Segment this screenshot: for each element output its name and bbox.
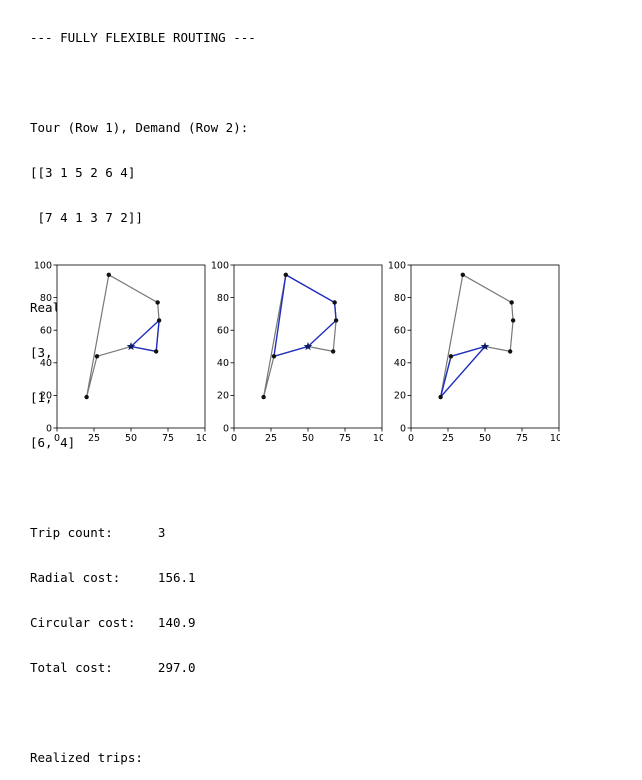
customer-point	[84, 394, 89, 400]
depot-star-icon	[480, 342, 490, 351]
plot-svg: 0 25 50 75 100 0 20 40 60 80 100	[388, 260, 560, 444]
customer-point	[332, 300, 337, 305]
customer-point	[283, 272, 288, 277]
matrix-row-2: [7 4 1 3 7 2]]	[30, 210, 143, 225]
y-tick-label: 40	[40, 358, 52, 369]
total-cost-line: Total cost: 297.0	[30, 660, 196, 675]
trip-line: [6, 4]	[30, 435, 76, 450]
customer-point	[94, 354, 100, 359]
x-tick-label: 75	[516, 433, 528, 444]
depot-star-icon	[126, 342, 136, 351]
x-tick-label: 50	[125, 433, 137, 444]
customer-point	[460, 272, 465, 277]
x-tick-label: 25	[442, 433, 454, 444]
x-tick-label: 100	[373, 433, 383, 444]
y-tick-label: 80	[394, 293, 406, 304]
customer-point	[330, 349, 336, 354]
header-text: --- FULLY FLEXIBLE ROUTING ---	[30, 30, 256, 45]
y-tick-label: 100	[34, 260, 52, 271]
realized-trips-label-2: Realized trips:	[30, 750, 143, 765]
x-tick-label: 0	[231, 433, 237, 444]
radial-cost-line: Radial cost: 156.1	[30, 570, 196, 585]
trip-line	[273, 273, 337, 358]
y-tick-label: 20	[394, 391, 406, 402]
x-tick-label: 0	[54, 433, 60, 444]
y-tick-label: 100	[211, 260, 229, 271]
customer-point	[153, 349, 159, 354]
trip-count-line: Trip count: 3	[30, 525, 166, 540]
x-tick-label: 75	[339, 433, 351, 444]
x-tick-label: 75	[162, 433, 174, 444]
trip-line	[130, 318, 160, 353]
plot-svg: 0 25 50 75 100 0 20 40 60 80 100	[34, 260, 206, 444]
y-tick-label: 100	[388, 260, 406, 271]
route-plot-1: 0 25 50 75 100 0 20 40 60 80 100	[26, 257, 206, 457]
x-tick-label: 100	[196, 433, 206, 444]
y-tick-label: 20	[40, 391, 52, 402]
customer-point	[448, 354, 454, 359]
y-tick-label: 60	[394, 326, 406, 337]
customer-point	[261, 394, 266, 400]
customer-point	[510, 318, 516, 323]
customer-point	[509, 300, 514, 305]
y-tick-label: 0	[400, 423, 406, 434]
y-tick-label: 60	[40, 326, 52, 337]
y-tick-label: 20	[217, 391, 229, 402]
customer-point	[438, 394, 443, 400]
customer-point	[156, 318, 162, 323]
y-tick-label: 40	[217, 358, 229, 369]
y-tick-label: 40	[394, 358, 406, 369]
x-tick-label: 25	[265, 433, 277, 444]
y-tick-label: 80	[217, 293, 229, 304]
customer-point	[507, 349, 513, 354]
y-tick-label: 0	[46, 423, 52, 434]
customer-point	[106, 272, 112, 277]
x-tick-label: 25	[88, 433, 100, 444]
trip-line	[439, 345, 486, 398]
plot-svg: 0 25 50 75 100 0 20 40 60 80 100	[211, 260, 383, 444]
x-tick-label: 50	[302, 433, 314, 444]
route-plot-3: 0 25 50 75 100 0 20 40 60 80 100	[380, 257, 560, 457]
customer-point	[271, 354, 277, 359]
depot-star-icon	[303, 342, 313, 351]
y-tick-label: 80	[40, 293, 52, 304]
tour-label: Tour (Row 1), Demand (Row 2):	[30, 120, 249, 135]
circular-cost-line: Circular cost: 140.9	[30, 615, 196, 630]
route-plot-2: 0 25 50 75 100 0 20 40 60 80 100	[203, 257, 383, 457]
customer-point	[155, 300, 160, 305]
x-tick-label: 100	[550, 433, 560, 444]
matrix-row-1: [[3 1 5 2 6 4]	[30, 165, 136, 180]
y-tick-label: 60	[217, 326, 229, 337]
x-tick-label: 0	[408, 433, 414, 444]
x-tick-label: 50	[479, 433, 491, 444]
y-tick-label: 0	[223, 423, 229, 434]
customer-point	[333, 318, 339, 323]
